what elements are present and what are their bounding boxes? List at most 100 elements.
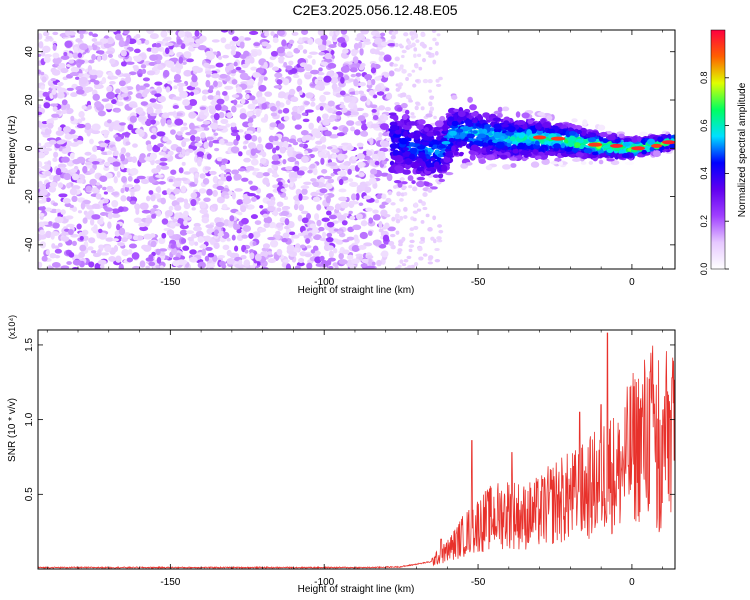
- spectrogram-cell: [408, 99, 413, 103]
- spectrogram-cell: [213, 132, 219, 136]
- spectrogram-cell: [340, 76, 345, 84]
- spectrogram-cell: [177, 30, 186, 38]
- spectrogram-cell: [73, 46, 79, 53]
- spectrogram-cell: [236, 199, 244, 206]
- spectrogram-cell: [143, 88, 150, 95]
- spectrogram-cell: [378, 55, 384, 63]
- spectrogram-cell: [129, 115, 137, 123]
- spectrogram-cell: [606, 131, 613, 135]
- spectrogram-cell: [292, 250, 297, 257]
- spectrogram-cell: [505, 131, 515, 136]
- spectrogram-cell: [375, 33, 381, 38]
- spectrogram-cell: [155, 108, 162, 115]
- spectrogram-cell: [125, 37, 131, 44]
- y-tick-label: 1.0: [24, 412, 35, 426]
- spectrogram-cell: [88, 261, 95, 268]
- spectrogram-cell: [537, 111, 545, 116]
- spectrogram-cell: [326, 232, 333, 238]
- spectrogram-cell: [542, 121, 551, 129]
- spectrogram-cell: [267, 167, 273, 174]
- spectrogram-cell: [426, 155, 431, 160]
- spectrogram-cell: [146, 47, 153, 52]
- spectrogram-cell: [180, 238, 187, 244]
- spectrogram-cell: [285, 263, 291, 269]
- spectrogram-cell: [407, 44, 413, 49]
- spectrogram-cell: [77, 118, 83, 124]
- spectrogram-cell: [76, 179, 84, 184]
- spectrogram-cell: [239, 72, 249, 80]
- spectrogram-cell: [138, 116, 146, 121]
- spectrogram-cell: [205, 246, 213, 251]
- spectrogram-cell: [146, 106, 154, 114]
- spectrogram-cell: [211, 203, 218, 209]
- spectrogram-cell: [82, 217, 88, 224]
- spectrogram-cell: [534, 122, 542, 130]
- spectrogram-cell: [546, 115, 553, 121]
- spectrogram-cell: [189, 249, 197, 255]
- spectrogram-cell: [234, 104, 244, 108]
- spectrogram-cell: [112, 146, 117, 152]
- spectrogram-cell: [263, 222, 270, 228]
- spectrogram-cell: [388, 240, 395, 247]
- spectrogram-cell: [170, 244, 176, 249]
- spectrogram-cell: [369, 48, 377, 55]
- spectrogram-cell: [41, 124, 48, 128]
- spectrogram-cell: [351, 48, 359, 55]
- spectrogram-cell: [352, 56, 359, 64]
- spectrogram-cell: [296, 85, 303, 93]
- spectrogram-cell: [160, 197, 166, 205]
- spectrogram-cell: [97, 110, 106, 117]
- spectrogram-cell: [349, 67, 358, 73]
- spectrogram-cell: [77, 210, 83, 214]
- spectrogram-x-ticks: -150 -100 -50 0: [46, 30, 663, 288]
- spectrogram-cell: [133, 217, 143, 224]
- spectrogram-cell: [499, 154, 508, 159]
- spectrogram-cell: [78, 110, 85, 118]
- spectrogram-cell: [244, 59, 251, 65]
- spectrogram-cell: [376, 194, 382, 200]
- spectrogram-cell: [225, 123, 231, 128]
- spectrogram-cell: [392, 133, 402, 138]
- spectrogram-cell: [477, 133, 487, 139]
- spectrogram-cell: [150, 134, 157, 140]
- spectrogram-cell: [339, 104, 346, 109]
- spectrogram-cell: [127, 234, 133, 240]
- spectrogram-cell: [395, 218, 401, 224]
- spectrogram-cell: [91, 33, 99, 38]
- spectrogram-cell: [413, 47, 418, 52]
- spectrogram-cell: [216, 196, 225, 204]
- spectrogram-cell: [386, 92, 393, 100]
- spectrogram-cell: [324, 130, 332, 137]
- spectrogram-cell: [241, 177, 249, 182]
- spectrogram-cell: [206, 52, 215, 60]
- spectrogram-cell: [510, 163, 517, 168]
- spectrogram-cell: [359, 63, 365, 71]
- spectrogram-cell: [158, 151, 166, 156]
- spectrogram-cell: [89, 178, 98, 186]
- spectrogram-cell: [357, 115, 366, 122]
- spectrogram-cell: [378, 51, 385, 56]
- spectrogram-cell: [442, 124, 449, 132]
- spectrogram-cell: [115, 33, 123, 41]
- spectrogram-cell: [575, 152, 584, 158]
- spectrogram-cell: [132, 235, 139, 241]
- spectrogram-cell: [407, 265, 413, 269]
- spectrogram-cell: [394, 102, 400, 106]
- spectrogram-cell: [374, 160, 380, 166]
- spectrogram-cell: [318, 67, 323, 72]
- spectrogram-cell: [292, 74, 300, 79]
- spectrogram-cell: [103, 133, 109, 139]
- spectrogram-cell: [156, 131, 166, 137]
- spectrogram-cell: [512, 148, 519, 154]
- spectrogram-cell: [39, 229, 45, 236]
- spectrogram-cell: [194, 177, 199, 185]
- spectrogram-cell: [469, 154, 476, 161]
- spectrogram-cell: [88, 59, 95, 64]
- y-tick-label: 1.5: [24, 338, 35, 352]
- spectrogram-cell: [238, 35, 245, 43]
- spectrogram-cell: [277, 123, 285, 130]
- spectrogram-cell: [164, 42, 174, 47]
- spectrogram-cell: [60, 209, 66, 215]
- spectrogram-cell: [495, 141, 505, 149]
- spectrogram-cell: [328, 214, 337, 220]
